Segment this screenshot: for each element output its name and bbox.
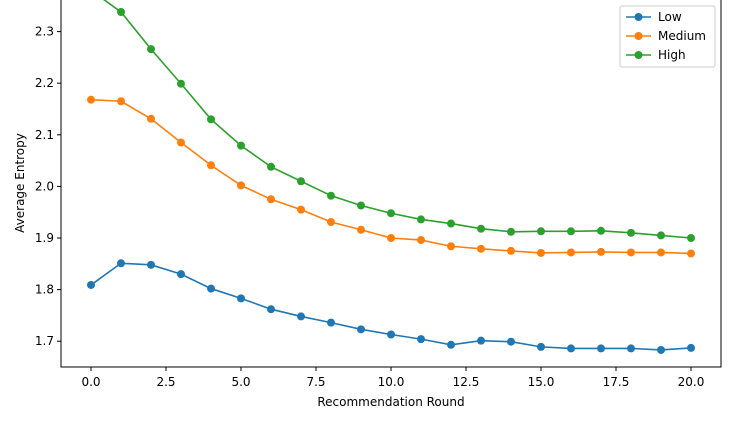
data-point-high [657, 231, 665, 240]
data-point-low [327, 318, 335, 327]
x-tick-label: 20.0 [678, 375, 705, 389]
legend-marker-low [634, 13, 643, 21]
data-point-high [387, 209, 395, 218]
legend-label-low: Low [658, 10, 682, 24]
data-point-low [237, 294, 245, 303]
data-point-medium [387, 234, 395, 242]
data-point-medium [597, 247, 605, 256]
data-point-medium [477, 244, 485, 253]
data-point-high [267, 162, 275, 171]
y-tick-label: 2.1 [35, 128, 54, 142]
y-tick-label: 1.7 [35, 334, 54, 348]
data-point-medium [537, 248, 545, 257]
data-point-low [357, 325, 365, 334]
data-point-medium [417, 236, 425, 245]
data-point-low [537, 342, 545, 351]
data-point-low [657, 345, 665, 354]
data-point-high [147, 45, 155, 54]
data-point-low [387, 330, 395, 339]
data-point-low [207, 284, 215, 293]
data-point-low [627, 344, 635, 353]
data-point-low [477, 336, 485, 345]
x-tick-label: 0.0 [81, 375, 100, 389]
data-point-high [507, 227, 515, 236]
data-point-low [87, 280, 95, 289]
legend-label-high: High [658, 48, 686, 62]
series-line-high [103, 0, 692, 239]
data-point-high [327, 191, 335, 200]
data-point-medium [687, 249, 695, 258]
y-tick-label: 2.2 [35, 76, 54, 90]
legend-marker-medium [634, 32, 643, 40]
x-axis-ticks: 0.0 2.5 5.0 7.5 10.0 12.5 15.0 17.5 20.0 [81, 367, 704, 389]
plot-area [60, 0, 722, 368]
data-point-low [147, 260, 155, 269]
x-axis-title: Recommendation Round [317, 395, 464, 409]
data-point-medium [237, 181, 245, 190]
data-point-high [447, 219, 455, 228]
x-tick-label: 12.5 [453, 375, 480, 389]
y-axis-ticks: 1.71.81.92.02.12.22.32.4 [35, 25, 61, 348]
data-point-medium [627, 248, 635, 257]
data-point-high [207, 115, 215, 124]
data-point-low [597, 344, 605, 353]
legend: Low Medium High [619, 5, 716, 68]
data-point-medium [267, 195, 275, 204]
data-point-low [117, 259, 125, 268]
data-point-medium [177, 138, 185, 147]
y-tick-label: 2.0 [35, 179, 54, 193]
data-point-medium [87, 95, 95, 104]
data-point-low [507, 337, 515, 346]
data-point-medium [657, 248, 665, 257]
data-point-low [267, 305, 275, 314]
data-point-low [687, 343, 695, 352]
x-tick-label: 10.0 [378, 375, 405, 389]
data-point-low [417, 335, 425, 344]
data-point-high [597, 226, 605, 235]
data-point-high [177, 79, 185, 88]
data-point-medium [327, 218, 335, 226]
legend-label-medium: Medium [658, 29, 706, 43]
data-point-low [177, 270, 185, 279]
data-point-medium [207, 161, 215, 170]
data-point-medium [507, 246, 515, 255]
y-tick-label: 2.3 [35, 25, 54, 39]
y-tick-label: 1.8 [35, 283, 54, 297]
legend-box [619, 5, 716, 68]
data-point-medium [357, 225, 365, 234]
data-point-high [477, 224, 485, 233]
y-tick-label: 1.9 [35, 231, 54, 245]
data-point-high [417, 215, 425, 224]
data-point-high [237, 141, 245, 150]
data-point-high [687, 234, 695, 242]
data-point-medium [297, 205, 305, 214]
data-point-high [357, 201, 365, 210]
x-tick-label: 17.5 [603, 375, 630, 389]
data-point-medium [567, 248, 575, 257]
x-tick-label: 2.5 [156, 375, 175, 389]
data-point-high [117, 7, 125, 16]
data-point-low [567, 344, 575, 353]
data-point-medium [447, 242, 455, 251]
x-tick-label: 5.0 [231, 375, 250, 389]
data-point-high [297, 177, 305, 186]
x-tick-label: 15.0 [528, 375, 555, 389]
data-point-medium [117, 97, 125, 106]
legend-marker-high [634, 51, 643, 59]
y-axis-title: Average Entropy [13, 133, 27, 233]
data-point-high [627, 228, 635, 237]
data-point-medium [147, 114, 155, 123]
data-point-low [447, 340, 455, 349]
data-point-low [297, 312, 305, 321]
data-point-high [537, 227, 545, 236]
data-point-high [567, 227, 575, 236]
x-tick-label: 7.5 [306, 375, 325, 389]
